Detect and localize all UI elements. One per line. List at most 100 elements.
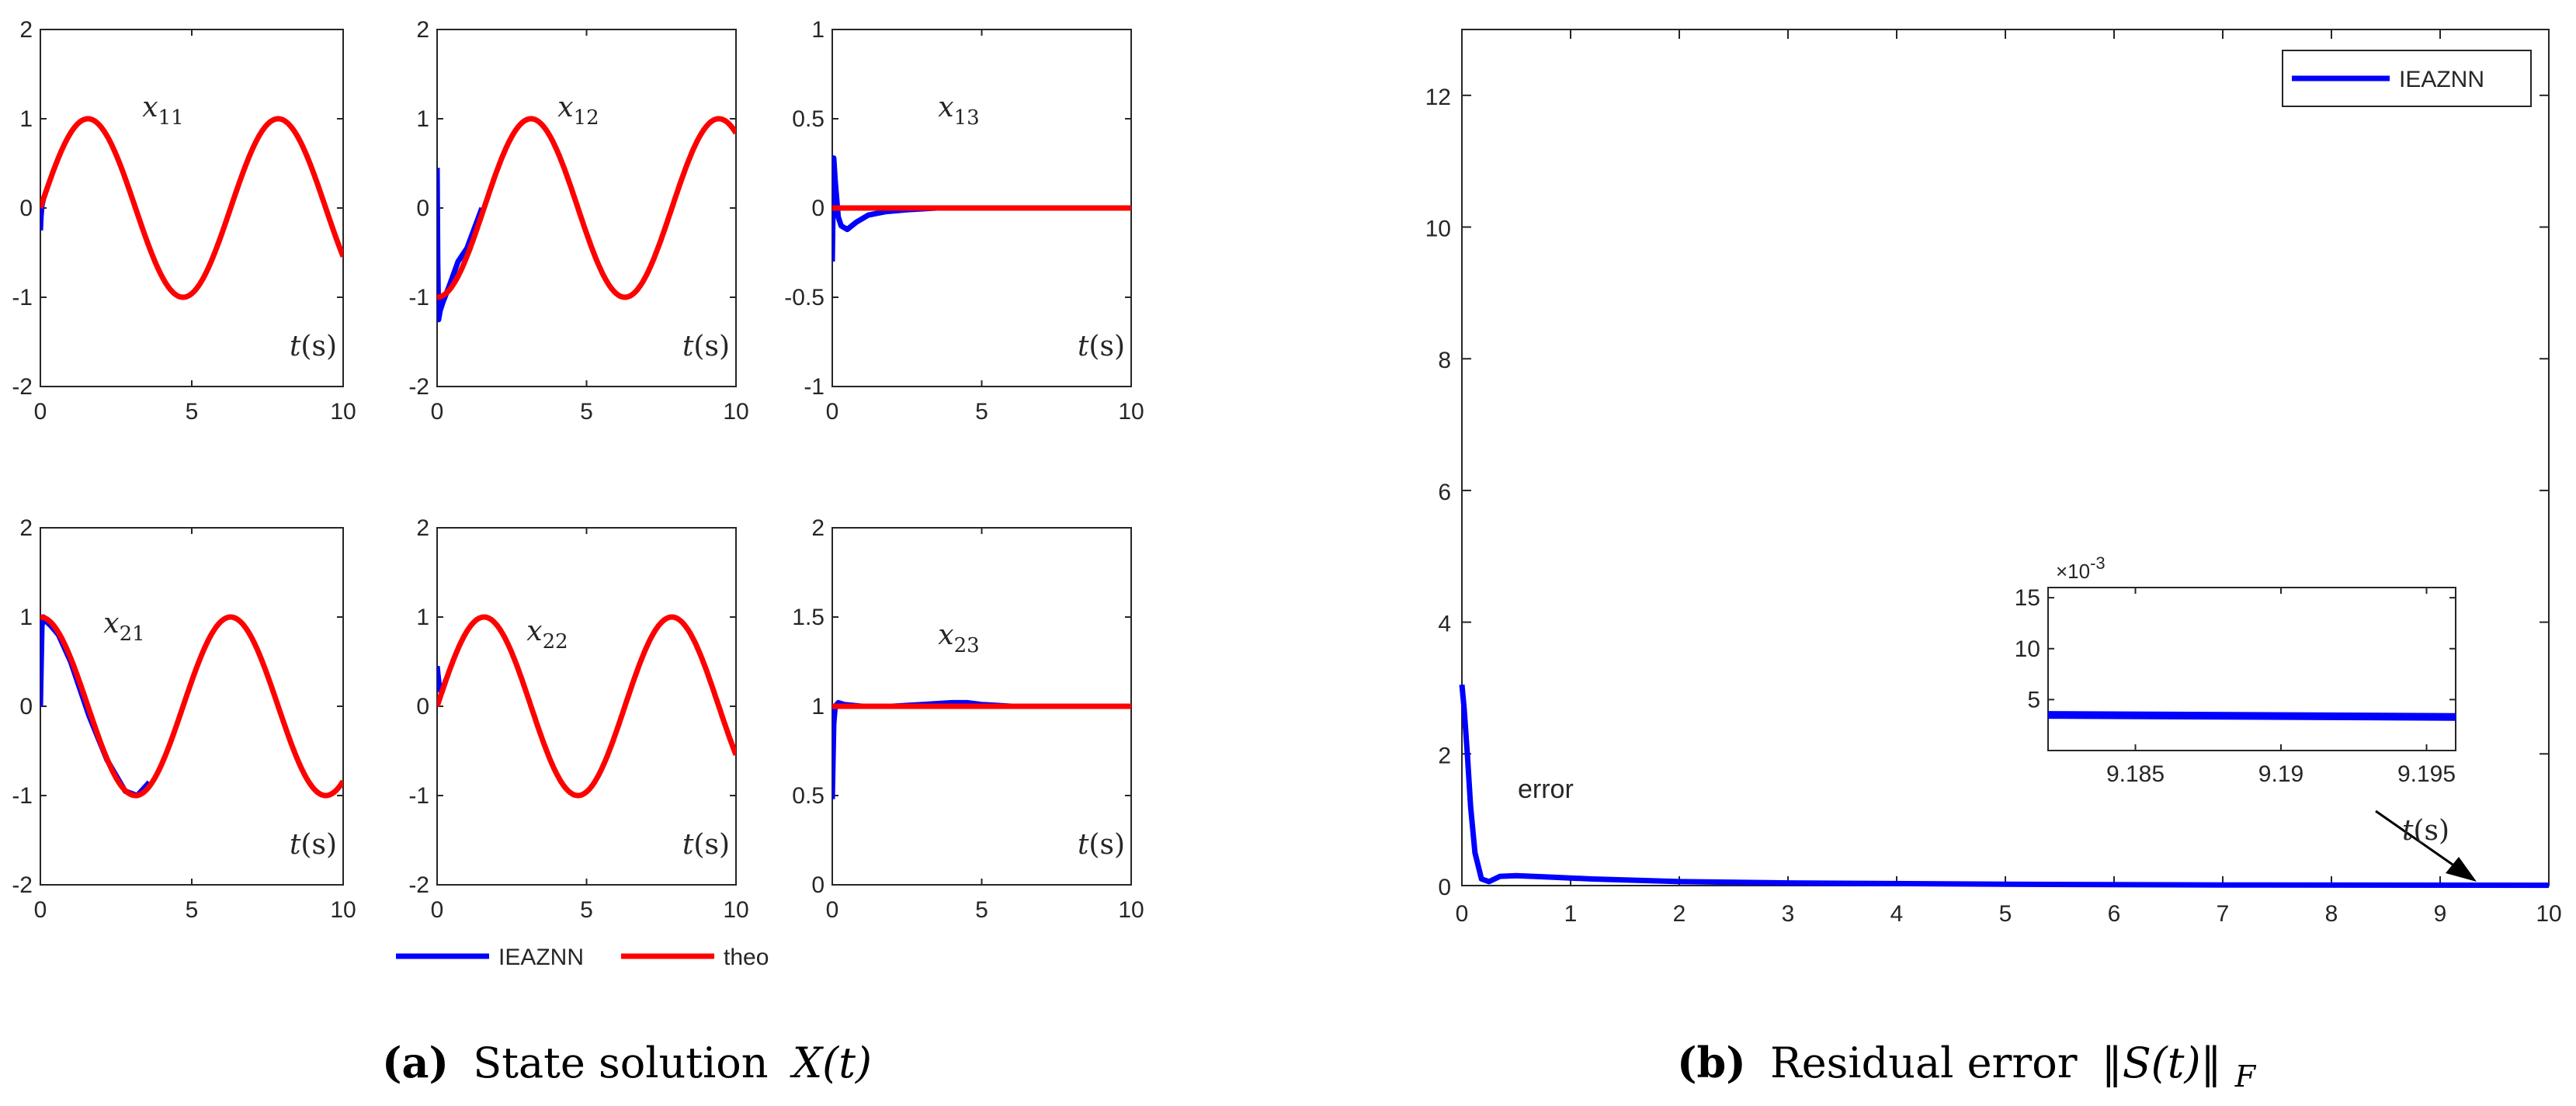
x-tick-label: 0 (826, 399, 839, 425)
y-tick-label: 0.5 (792, 106, 825, 132)
x-tick-label: 3 (1782, 901, 1795, 927)
inset-x-axis-label-unit: (s) (2413, 815, 2449, 847)
x-tick-label: 5 (1999, 901, 2012, 927)
y-tick-label: 1 (811, 694, 825, 719)
x-axis-label-unit: (s) (693, 331, 730, 362)
y-tick-label: 0 (811, 872, 825, 898)
series-layer (832, 699, 1131, 799)
y-tick-label: 2 (19, 515, 33, 541)
subplot-title-x21: x21 (103, 608, 144, 646)
y-tick-label: -2 (408, 872, 429, 898)
caption-b-tag: (b) (1677, 1038, 1746, 1087)
y-tick-label: -1 (804, 374, 825, 400)
inset-x-tick-label: 9.195 (2397, 761, 2456, 787)
x-tick-label: 8 (2325, 901, 2338, 927)
axes-frame (40, 29, 344, 387)
x-axis-label-x21: t(s) (290, 829, 337, 861)
subplot-title-x13: x13 (938, 92, 979, 130)
annotation-arrow (2375, 810, 2466, 875)
y-tick-label: 2 (416, 515, 429, 541)
y-tick-label: 1 (19, 605, 33, 630)
inset-x-tick-label: 9.19 (2258, 761, 2303, 787)
y-tick-label: -1 (408, 285, 429, 310)
x-axis-label-var: t (682, 331, 694, 362)
axes-frame (1461, 29, 2550, 886)
subplot-title-main: x (938, 619, 953, 651)
x-tick-label: 4 (1890, 901, 1904, 927)
y-tick-label: 0 (1438, 875, 1451, 900)
caption-b-math: ‖S(t)‖ (2102, 1038, 2222, 1087)
y-tick-label: 2 (416, 17, 429, 43)
caption-a-math: X(t) (790, 1038, 872, 1087)
y-tick-label: 8 (1438, 348, 1451, 373)
x-tick-label: 5 (975, 399, 988, 425)
subplot-x22: 0 5 10 -2 -1 0 1 2 x22 t(s) (408, 515, 748, 923)
subplot-title-main: x (142, 92, 158, 123)
subplot-title-x11: x11 (142, 92, 183, 130)
x-axis-label-var: t (290, 829, 301, 861)
y-tick-label: 2 (811, 515, 825, 541)
subplot-title-sub: 22 (543, 630, 568, 654)
subplot-title-main: x (526, 615, 542, 647)
x-tick-label: 5 (975, 897, 988, 923)
legend-left-theo-label: theo (724, 945, 769, 970)
inset-frame (2047, 587, 2456, 751)
x-axis-label-x11: t(s) (290, 331, 337, 362)
y-tick-label: -2 (12, 872, 33, 898)
y-tick-label: 12 (1425, 85, 1451, 110)
series-theo-x11 (40, 116, 343, 300)
y-tick-label: -1 (12, 783, 33, 809)
y-tick-label: -1 (12, 285, 33, 310)
annotation-arrowhead (2446, 857, 2477, 882)
series-layer (40, 614, 343, 799)
x-tick-label: 1 (1564, 901, 1578, 927)
inset-exponent-power: -3 (2090, 553, 2106, 573)
y-tick-label: 1 (19, 106, 33, 132)
series-ieaznn-residual (1459, 684, 2550, 889)
subplot-title-x12: x12 (557, 92, 599, 130)
x-tick-label: 10 (1118, 399, 1144, 425)
inset-x-tick-label: 9.185 (2106, 761, 2165, 787)
x-axis-label-x23: t(s) (1078, 829, 1125, 861)
series-ieaznn-x12 (437, 168, 485, 323)
caption-a: (a) State solution X(t) (382, 1038, 872, 1087)
x-tick-label: 10 (2536, 901, 2561, 927)
y-tick-label: 0 (416, 694, 429, 719)
y-tick-label: 6 (1438, 480, 1451, 505)
y-tick-label: 2 (1438, 743, 1451, 768)
x-tick-label: 10 (723, 897, 748, 923)
x-axis-label-unit: (s) (1088, 829, 1125, 861)
x-tick-label: 0 (34, 897, 47, 923)
caption-b: (b) Residual error ‖S(t)‖ F (1677, 1038, 2257, 1094)
x-axis-label-var: t (1078, 331, 1089, 362)
x-axis-label-x13: t(s) (1078, 331, 1125, 362)
series-ieaznn-x13 (832, 155, 938, 262)
series-theo-x22 (437, 614, 736, 799)
x-axis-label-x12: t(s) (682, 331, 730, 362)
subplot-title-sub: 21 (120, 622, 145, 646)
x-tick-label: 5 (580, 399, 593, 425)
subplot-title-main: x (103, 608, 119, 640)
x-tick-label: 5 (186, 897, 199, 923)
legend-left-ieaznn-label: IEAZNN (498, 945, 584, 970)
axes-frame (436, 527, 737, 886)
caption-b-text: Residual error (1770, 1038, 2078, 1087)
x-tick-label: 10 (1118, 897, 1144, 923)
subplot-title-sub: 13 (954, 106, 980, 130)
annotation-error: error (1518, 775, 1574, 804)
x-tick-label: 9 (2434, 901, 2447, 927)
subplot-title-sub: 12 (574, 106, 599, 130)
inset-x-axis-label: t(s) (2402, 815, 2449, 847)
x-axis-label-var: t (290, 331, 301, 362)
legend-right-ieaznn-label: IEAZNN (2399, 67, 2484, 92)
caption-a-tag: (a) (382, 1038, 449, 1087)
series-layer (437, 614, 736, 799)
series-theo-x21 (40, 614, 343, 799)
subplot-title-sub: 23 (954, 634, 980, 657)
svg-text:(a) State solution: (a) State solution X(t) (382, 1038, 872, 1087)
y-tick-label: 1.5 (792, 605, 825, 630)
